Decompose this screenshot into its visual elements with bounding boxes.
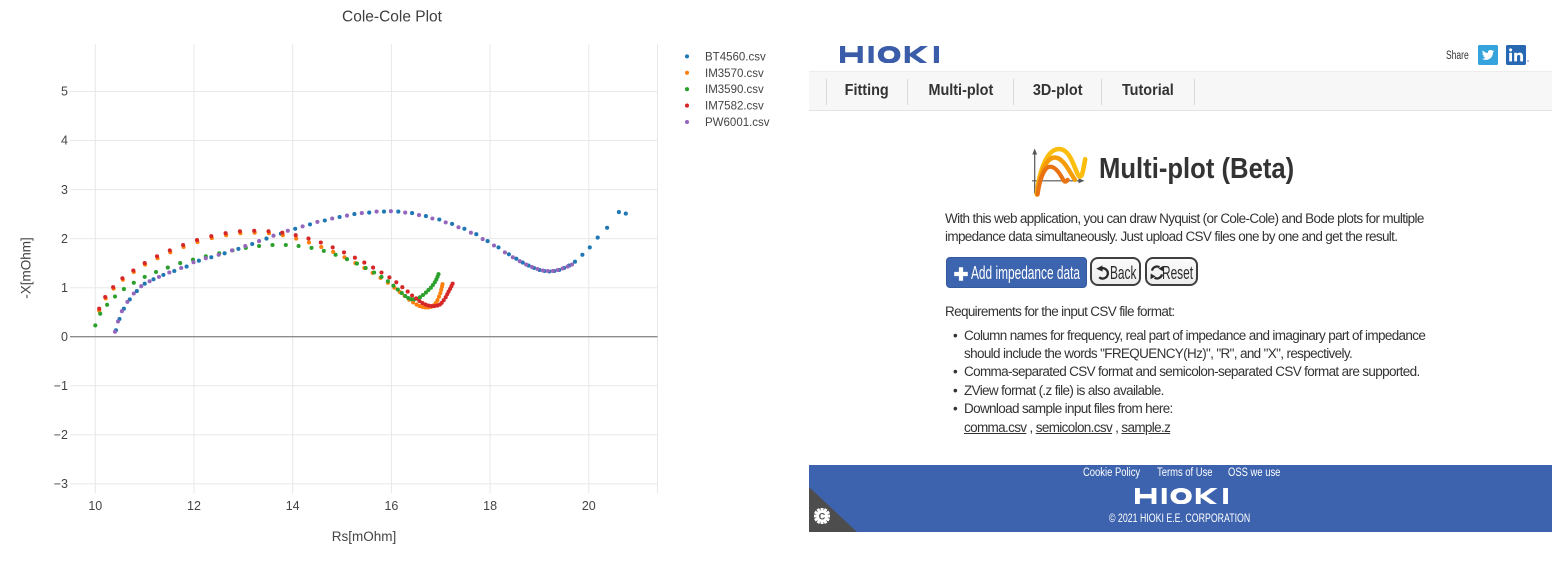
svg-text:PW6001.csv: PW6001.csv — [705, 117, 770, 129]
svg-text:10: 10 — [88, 499, 102, 513]
svg-text:Cole-Cole Plot: Cole-Cole Plot — [342, 8, 443, 25]
svg-text:5: 5 — [61, 85, 68, 99]
svg-text:14: 14 — [286, 499, 300, 513]
svg-text:C: C — [819, 511, 826, 521]
svg-text:IM3570.csv: IM3570.csv — [705, 68, 764, 80]
svg-text:4: 4 — [61, 134, 68, 148]
svg-text:Rs[mOhm]: Rs[mOhm] — [332, 529, 397, 544]
svg-text:2: 2 — [61, 232, 68, 246]
svg-text:-X[mOhm]: -X[mOhm] — [19, 237, 34, 299]
svg-text:IM3590.csv: IM3590.csv — [705, 84, 764, 96]
svg-text:IM7582.csv: IM7582.csv — [705, 101, 764, 113]
svg-text:0: 0 — [61, 330, 68, 344]
svg-text:20: 20 — [582, 499, 596, 513]
svg-text:1: 1 — [61, 281, 68, 295]
svg-text:18: 18 — [483, 499, 497, 513]
svg-text:−2: −2 — [54, 428, 68, 442]
svg-text:−1: −1 — [54, 379, 68, 393]
svg-text:BT4560.csv: BT4560.csv — [705, 51, 766, 63]
svg-text:12: 12 — [187, 499, 201, 513]
svg-text:−3: −3 — [54, 477, 68, 491]
svg-text:16: 16 — [384, 499, 398, 513]
svg-text:3: 3 — [61, 183, 68, 197]
